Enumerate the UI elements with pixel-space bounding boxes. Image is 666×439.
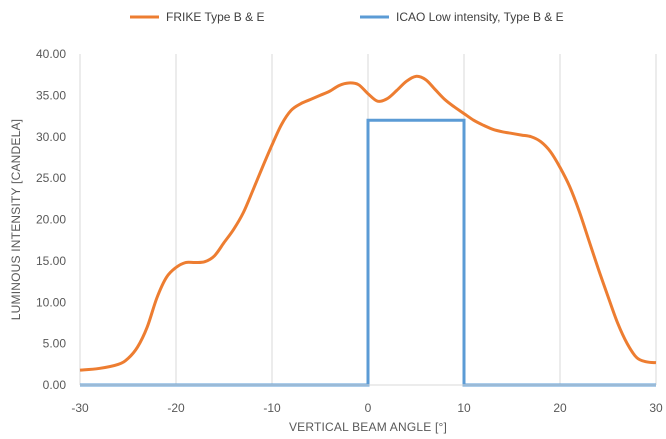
series-lines: [79, 74, 657, 387]
x-axis-ticks: -30 -20 -10 0 10 20 30: [71, 401, 663, 415]
x-tick-label: 10: [457, 401, 471, 415]
x-tick-label: 30: [649, 401, 663, 415]
x-tick-label: 0: [365, 401, 372, 415]
y-tick-label: 25.00: [36, 171, 66, 185]
y-tick-label: 35.00: [36, 88, 66, 102]
y-tick-label: 10.00: [36, 295, 66, 309]
y-tick-label: 15.00: [36, 254, 66, 268]
series-line-0: [79, 74, 657, 372]
legend: FRIKE Type B & E ICAO Low intensity, Type…: [130, 10, 564, 24]
x-axis-title: VERTICAL BEAM ANGLE [°]: [289, 420, 447, 434]
x-tick-label: -20: [167, 401, 185, 415]
x-tick-label: 20: [553, 401, 567, 415]
y-tick-label: 5.00: [43, 337, 67, 351]
y-tick-label: 30.00: [36, 130, 66, 144]
y-axis-ticks: 0.00 5.00 10.00 15.00 20.00 25.00 30.00 35.00 40…: [36, 47, 66, 392]
series-line-1: [80, 118, 656, 387]
legend-label: ICAO Low intensity, Type B & E: [396, 10, 564, 24]
legend-label: FRIKE Type B & E: [166, 10, 264, 24]
y-axis-title: LUMINOUS INTENSITY [CANDELA]: [9, 119, 23, 320]
y-tick-label: 0.00: [43, 378, 67, 392]
y-tick-label: 40.00: [36, 47, 66, 61]
x-tick-label: -30: [71, 401, 89, 415]
x-tick-label: -10: [263, 401, 281, 415]
y-tick-label: 20.00: [36, 213, 66, 227]
